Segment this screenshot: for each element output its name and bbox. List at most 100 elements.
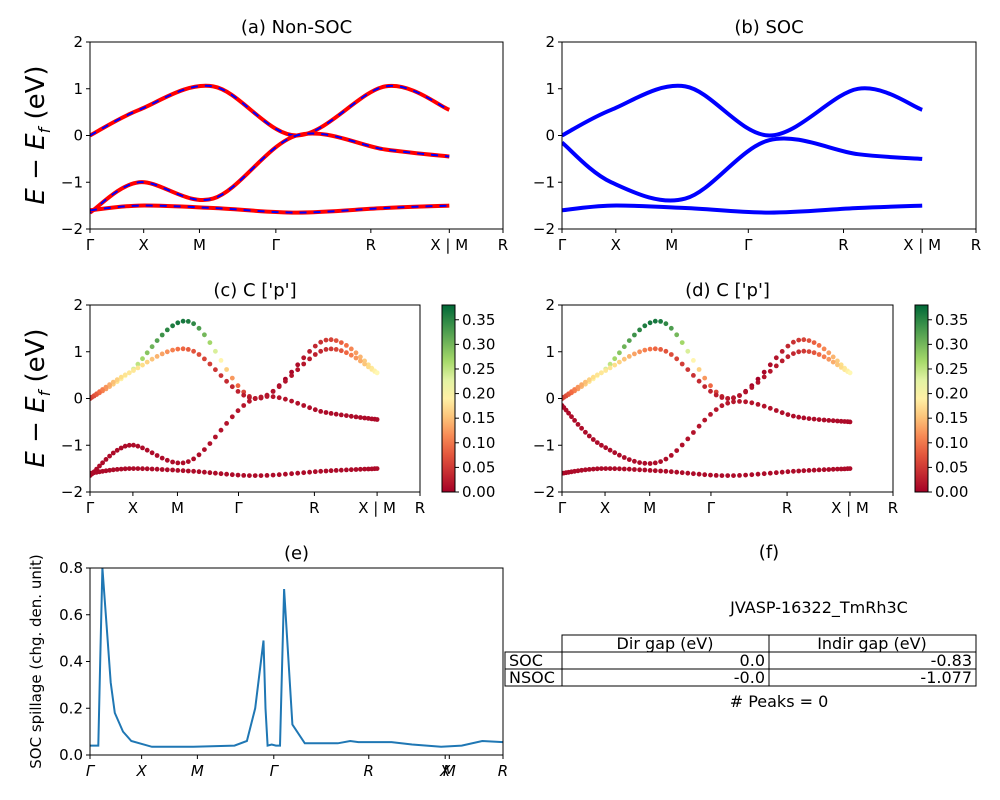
band-point-4 xyxy=(811,467,817,473)
band-point-4 xyxy=(731,473,736,478)
y-tick-label: 2 xyxy=(73,296,83,314)
band-point-4 xyxy=(107,467,112,473)
band-point-3 xyxy=(144,447,150,453)
band-point-3 xyxy=(312,407,318,413)
x-tick-label: Γ xyxy=(86,762,96,780)
band-point-2 xyxy=(100,387,105,392)
band-point-4 xyxy=(685,470,691,476)
band-point-4 xyxy=(691,471,696,477)
band-point-1 xyxy=(154,338,160,343)
band-point-3 xyxy=(362,415,367,421)
band-point-1 xyxy=(801,337,807,343)
band-point-2 xyxy=(632,351,637,357)
x-tick-label: M xyxy=(643,499,656,517)
band-point-2 xyxy=(276,384,282,390)
band-point-4 xyxy=(773,470,779,476)
band-point-4 xyxy=(135,466,141,471)
band-point-3 xyxy=(691,430,696,435)
band-point-3 xyxy=(185,459,191,464)
band-point-2 xyxy=(838,365,844,370)
band-point-2 xyxy=(743,389,748,395)
band-point-3 xyxy=(632,458,637,464)
band-point-2 xyxy=(785,354,791,360)
x-tick-label: Γ xyxy=(558,236,567,254)
band-point-1 xyxy=(674,332,680,338)
band-point-2 xyxy=(816,352,822,357)
band-point-2 xyxy=(767,368,773,374)
y-tick-label: −1 xyxy=(61,436,83,454)
band-point-4 xyxy=(796,468,802,474)
band-point-4 xyxy=(603,466,609,471)
band-point-4 xyxy=(590,466,596,472)
band-point-3 xyxy=(658,459,663,464)
band-point-2 xyxy=(791,351,796,356)
band-point-4 xyxy=(247,473,252,478)
colorbar-tick-label: 0.35 xyxy=(462,311,495,329)
band-point-2 xyxy=(590,374,596,380)
band-point-1 xyxy=(691,358,696,363)
band-point-4 xyxy=(755,471,761,477)
band-point-3 xyxy=(755,402,761,407)
y-tick-label: 0.8 xyxy=(59,559,83,577)
band-point-3 xyxy=(276,395,282,401)
band-point-2 xyxy=(175,346,181,352)
y-tick-label: 1 xyxy=(73,343,83,361)
colorbar-tick-label: 0.15 xyxy=(935,409,968,427)
band-point-1 xyxy=(642,323,648,329)
band-point-1 xyxy=(196,325,202,331)
band-point-4 xyxy=(289,471,294,477)
band-point-2 xyxy=(229,384,235,390)
band-point-2 xyxy=(338,348,344,354)
band-point-3 xyxy=(626,457,632,462)
band-line-1 xyxy=(562,83,923,138)
band-point-2 xyxy=(835,362,840,368)
band-point-2 xyxy=(224,378,230,384)
band-point-2 xyxy=(270,389,276,394)
band-point-2 xyxy=(612,362,618,368)
band-point-1 xyxy=(647,320,653,326)
band-point-3 xyxy=(668,453,674,458)
band-point-4 xyxy=(333,468,339,473)
band-point-1 xyxy=(637,327,642,333)
x-tick-label: X | M xyxy=(358,499,396,517)
band-point-2 xyxy=(668,352,674,357)
band-point-2 xyxy=(353,355,359,361)
band-point-2 xyxy=(196,352,202,357)
band-point-2 xyxy=(110,379,116,385)
band-point-1 xyxy=(811,340,817,345)
band-point-3 xyxy=(207,441,213,446)
band-point-3 xyxy=(283,396,288,402)
band-point-4 xyxy=(575,468,581,474)
band-point-1 xyxy=(140,356,145,362)
band-point-3 xyxy=(826,418,832,423)
x-tick-label: Γ xyxy=(744,236,753,254)
peaks-count: # Peaks = 0 xyxy=(730,692,829,711)
y-tick-label: −2 xyxy=(533,483,555,501)
band-point-4 xyxy=(599,466,604,471)
band-point-4 xyxy=(362,466,367,472)
band-point-4 xyxy=(737,473,742,478)
band-point-1 xyxy=(761,369,767,375)
band-point-4 xyxy=(175,468,181,473)
panel-c-projected-bands: (c) C ['p']210−1−2Γ X M Γ R X | M R0.350.300.2… xyxy=(61,280,496,517)
band-point-4 xyxy=(196,469,202,475)
band-point-4 xyxy=(159,467,165,472)
svg-text:E − Ef (eV): E − Ef (eV) xyxy=(21,328,54,467)
svg-text:E − Ef (eV): E − Ef (eV) xyxy=(21,65,54,204)
band-point-2 xyxy=(674,356,680,362)
y-tick-label: 0.0 xyxy=(59,746,83,764)
x-tick-label: Γ xyxy=(707,499,716,517)
band-point-1 xyxy=(755,376,761,382)
band-point-3 xyxy=(348,413,354,419)
band-point-2 xyxy=(247,395,252,400)
band-point-3 xyxy=(333,411,339,417)
band-point-2 xyxy=(708,388,713,394)
band-point-3 xyxy=(344,413,349,418)
plot-area xyxy=(90,318,380,478)
band-ylabel-middle: E − Ef (eV) xyxy=(21,328,54,467)
band-point-4 xyxy=(725,473,731,478)
band-point-1 xyxy=(307,349,312,354)
band-point-2 xyxy=(144,359,150,365)
